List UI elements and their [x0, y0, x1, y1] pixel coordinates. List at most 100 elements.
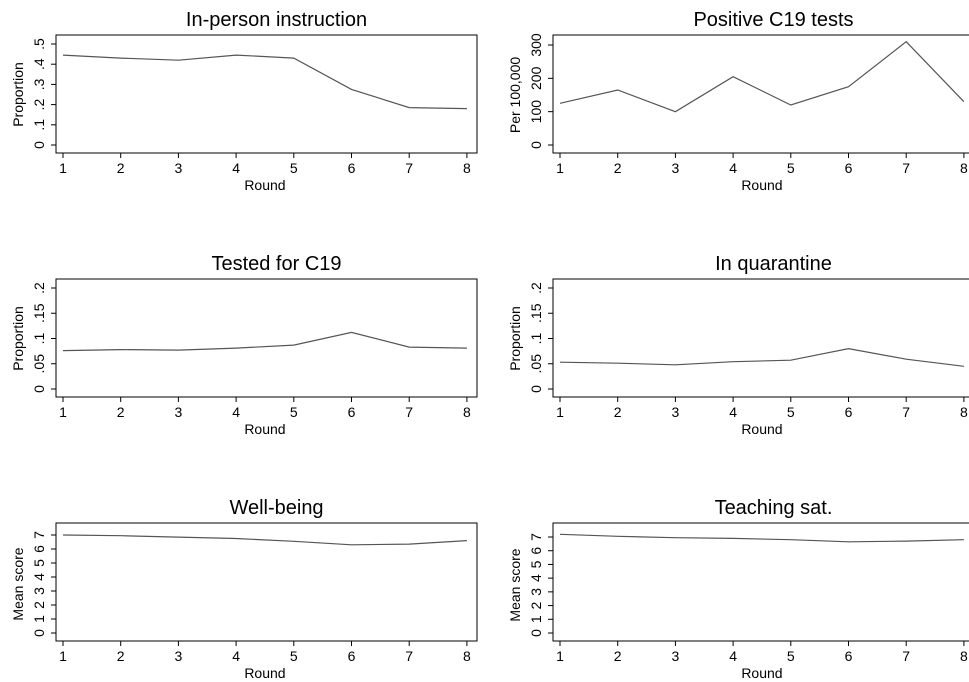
y-tick-label: 7 — [528, 533, 544, 541]
y-tick-label: 6 — [528, 547, 544, 555]
x-tick-label: 4 — [232, 404, 240, 420]
y-tick-label: 0 — [31, 141, 47, 149]
chart-title: Well-being — [229, 497, 323, 519]
plot-frame — [552, 34, 969, 154]
plot-frame — [55, 522, 478, 642]
x-tick-label: 6 — [845, 160, 853, 176]
chart-panel-6: Teaching sat. 1 2 3 4 5 6 7 8 Round 0 1 2 3 4 5 6 7 Mean s… — [507, 497, 969, 681]
y-tick-label: .4 — [31, 58, 47, 70]
chart-title: Positive C19 tests — [693, 9, 853, 31]
y-tick-label: 7 — [31, 531, 47, 539]
x-tick-label: 1 — [59, 160, 67, 176]
y-tick-label: 3 — [528, 588, 544, 596]
x-tick-label: 2 — [117, 160, 125, 176]
y-axis-label: Proportion — [10, 306, 26, 371]
x-tick-label: 3 — [175, 648, 183, 664]
y-tick-label: 100 — [528, 100, 544, 124]
y-tick-label: .1 — [31, 119, 47, 131]
y-tick-label: 0 — [528, 141, 544, 149]
chart-panel-4: In quarantine 1 2 3 4 5 6 7 8 Round 0 .05 .1 .15 .2 Pro… — [507, 253, 969, 437]
x-tick-label: 7 — [902, 648, 910, 664]
chart-panel-1: In-person instruction 1 2 3 4 5 6 7 8 Round 0 .1 .2.… — [10, 9, 478, 193]
x-tick-label: 1 — [556, 648, 564, 664]
y-tick-label: .05 — [31, 354, 47, 374]
y-tick-label: 0 — [31, 629, 47, 637]
y-tick-label: 1 — [528, 615, 544, 623]
series-line — [62, 54, 467, 110]
x-tick-label: 4 — [729, 648, 737, 664]
x-tick-label: 7 — [405, 648, 413, 664]
y-axis-label: Mean score — [507, 548, 523, 621]
chart-title: In quarantine — [715, 253, 832, 275]
x-tick-label: 2 — [614, 160, 622, 176]
x-tick-label: 8 — [463, 160, 471, 176]
chart-panel-2: Positive C19 tests 1 2 3 4 5 6 7 8 Round 0 100 200 30… — [507, 9, 969, 193]
series-line — [62, 331, 467, 352]
y-axis-label: Per 100,000 — [507, 57, 523, 133]
x-tick-label: 6 — [845, 404, 853, 420]
y-axis-label: Proportion — [507, 306, 523, 371]
x-tick-label: 2 — [614, 648, 622, 664]
plot-frame — [55, 34, 478, 154]
y-tick-label: .5 — [31, 38, 47, 50]
x-tick-label: 5 — [787, 648, 795, 664]
x-tick-label: 7 — [405, 404, 413, 420]
y-tick-label: 4 — [528, 574, 544, 582]
x-tick-label: 3 — [672, 404, 680, 420]
chart-panel-5: Well-being 1 2 3 4 5 6 7 8 Round 0 1 2 3 4 5 6 7 Mean scor… — [10, 497, 478, 681]
y-axis-label: Proportion — [10, 62, 26, 127]
x-tick-label: 4 — [232, 160, 240, 176]
x-tick-label: 2 — [117, 648, 125, 664]
x-tick-label: 7 — [902, 160, 910, 176]
chart-title: Tested for C19 — [211, 253, 341, 275]
x-tick-label: 5 — [290, 160, 298, 176]
y-tick-label: 0 — [528, 629, 544, 637]
x-tick-label: 1 — [556, 160, 564, 176]
x-tick-label: 1 — [59, 648, 67, 664]
y-tick-label: .3 — [31, 78, 47, 90]
x-tick-label: 6 — [348, 404, 356, 420]
y-tick-label: 2 — [31, 601, 47, 609]
chart-panel-3: Tested for C19 1 2 3 4 5 6 7 8 Round 0 .05 .1 .15 .2 Pr… — [10, 253, 478, 437]
x-tick-label: 8 — [463, 404, 471, 420]
y-tick-label: 5 — [528, 560, 544, 568]
plot-frame — [55, 278, 478, 398]
x-tick-label: 8 — [463, 648, 471, 664]
x-tick-label: 5 — [290, 404, 298, 420]
x-axis-label: Round — [741, 177, 782, 193]
plot-frame — [552, 278, 969, 398]
series-line — [559, 533, 964, 543]
y-tick-label: 1 — [31, 615, 47, 623]
series-line — [559, 40, 965, 113]
y-tick-label: 6 — [31, 545, 47, 553]
y-tick-label: 300 — [528, 33, 544, 57]
y-tick-label: .05 — [528, 354, 544, 374]
y-tick-label: .2 — [31, 99, 47, 111]
x-axis-label: Round — [244, 177, 285, 193]
y-tick-label: 4 — [31, 573, 47, 581]
x-tick-label: 8 — [960, 404, 968, 420]
x-tick-label: 8 — [960, 648, 968, 664]
chart-title: In-person instruction — [186, 9, 367, 31]
plot-frame — [552, 522, 969, 642]
x-tick-label: 3 — [672, 160, 680, 176]
y-tick-label: 200 — [528, 66, 544, 90]
x-tick-label: 7 — [902, 404, 910, 420]
x-tick-label: 3 — [672, 648, 680, 664]
y-axis-label: Mean score — [10, 547, 26, 620]
x-tick-label: 5 — [787, 160, 795, 176]
x-axis-label: Round — [244, 665, 285, 681]
series-line — [559, 347, 964, 367]
x-tick-label: 7 — [405, 160, 413, 176]
y-tick-label: 0 — [528, 385, 544, 393]
y-tick-label: .2 — [31, 282, 47, 294]
x-tick-label: 4 — [232, 648, 240, 664]
x-tick-label: 3 — [175, 404, 183, 420]
y-tick-label: 3 — [31, 587, 47, 595]
y-tick-label: 0 — [31, 385, 47, 393]
x-tick-label: 3 — [175, 160, 183, 176]
x-tick-label: 6 — [348, 648, 356, 664]
x-tick-label: 2 — [117, 404, 125, 420]
y-tick-label: 5 — [31, 559, 47, 567]
